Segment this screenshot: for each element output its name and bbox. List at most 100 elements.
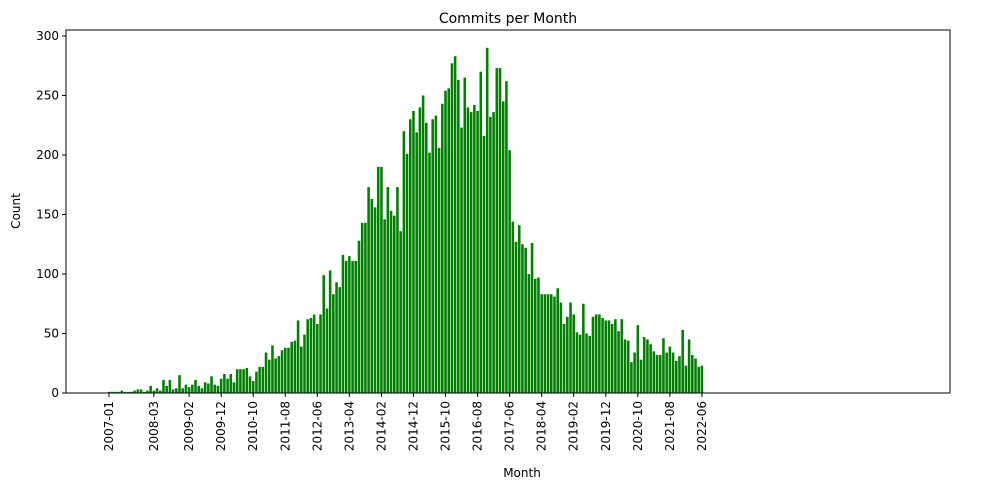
bar	[665, 352, 668, 393]
x-tick-label: 2010-10	[246, 401, 260, 451]
bar	[354, 260, 358, 393]
bar	[476, 110, 479, 394]
bars-group	[107, 47, 704, 394]
bar	[139, 389, 143, 393]
x-tick-label: 2018-04	[535, 401, 549, 451]
bar	[312, 314, 316, 393]
bar	[524, 247, 527, 393]
bar	[242, 369, 245, 393]
bar	[591, 316, 595, 393]
bar	[543, 294, 547, 393]
bar	[604, 320, 608, 393]
bar	[155, 388, 159, 393]
y-tick-label: 0	[51, 386, 59, 400]
bar	[341, 254, 345, 393]
bar	[652, 351, 656, 393]
bar	[697, 366, 700, 393]
bar	[630, 362, 633, 393]
bar	[126, 391, 130, 393]
bar	[578, 334, 582, 393]
bar	[168, 379, 172, 393]
bar	[203, 382, 207, 393]
bar	[332, 294, 335, 393]
bar	[136, 389, 140, 393]
y-axis: 0 50 100 150 200 250 300	[36, 29, 66, 400]
bar	[229, 373, 233, 393]
bar	[181, 388, 184, 393]
x-tick-label: 2014-02	[374, 401, 388, 451]
bar	[296, 320, 300, 393]
bar	[610, 323, 614, 393]
bar	[639, 359, 643, 393]
bar	[466, 107, 470, 394]
bar	[344, 260, 348, 393]
x-tick-label: 2009-02	[182, 401, 196, 451]
bar	[418, 107, 422, 394]
x-tick-label: 2019-02	[567, 401, 581, 451]
bar	[348, 256, 351, 393]
bar	[482, 135, 486, 394]
bar	[120, 390, 124, 393]
bar	[508, 150, 511, 393]
bar	[187, 387, 191, 393]
bar	[142, 391, 146, 393]
bar	[197, 385, 201, 393]
bar	[620, 319, 624, 393]
bar	[527, 273, 531, 393]
bar	[575, 332, 579, 393]
bar	[328, 270, 332, 393]
bar	[623, 339, 627, 393]
bar	[165, 385, 168, 393]
bar	[277, 356, 281, 393]
y-tick-label: 100	[36, 267, 59, 281]
y-tick-label: 300	[36, 29, 59, 43]
bar	[463, 77, 467, 394]
bar	[434, 115, 438, 393]
x-tick-label: 2014-12	[406, 401, 420, 451]
x-tick-label: 2007-01	[102, 401, 116, 451]
chart-title: Commits per Month	[439, 11, 577, 27]
bar	[184, 384, 188, 393]
bar	[588, 335, 592, 393]
bar	[207, 383, 210, 393]
bar	[319, 314, 322, 393]
bar	[492, 112, 495, 394]
bar	[559, 302, 563, 393]
bar	[175, 388, 178, 393]
bar	[428, 152, 431, 393]
bar	[194, 379, 197, 393]
bar	[601, 318, 604, 393]
bar	[553, 296, 556, 393]
bar	[223, 373, 226, 393]
bar	[357, 240, 361, 393]
bar	[678, 356, 681, 393]
bar	[117, 391, 120, 393]
bar	[444, 90, 447, 393]
y-axis-label: Count	[9, 193, 23, 229]
bar	[213, 384, 217, 393]
bar	[691, 354, 694, 393]
bar	[287, 347, 290, 393]
bar	[293, 340, 297, 393]
bar	[501, 101, 505, 393]
y-tick-label: 50	[44, 326, 59, 340]
bar	[498, 68, 502, 393]
bar	[607, 320, 611, 393]
bar	[658, 354, 662, 393]
bar	[412, 110, 415, 394]
bar	[437, 147, 441, 393]
bar	[556, 288, 559, 393]
bar	[219, 378, 223, 393]
y-tick-label: 250	[36, 88, 59, 102]
bar	[408, 119, 412, 393]
bar	[396, 187, 399, 393]
bar	[386, 187, 390, 393]
bar	[450, 63, 454, 393]
bar	[431, 119, 434, 393]
bar	[572, 314, 575, 393]
x-tick-label: 2016-08	[471, 401, 485, 451]
bar	[495, 68, 499, 393]
bar	[671, 352, 675, 393]
bar	[114, 391, 117, 393]
